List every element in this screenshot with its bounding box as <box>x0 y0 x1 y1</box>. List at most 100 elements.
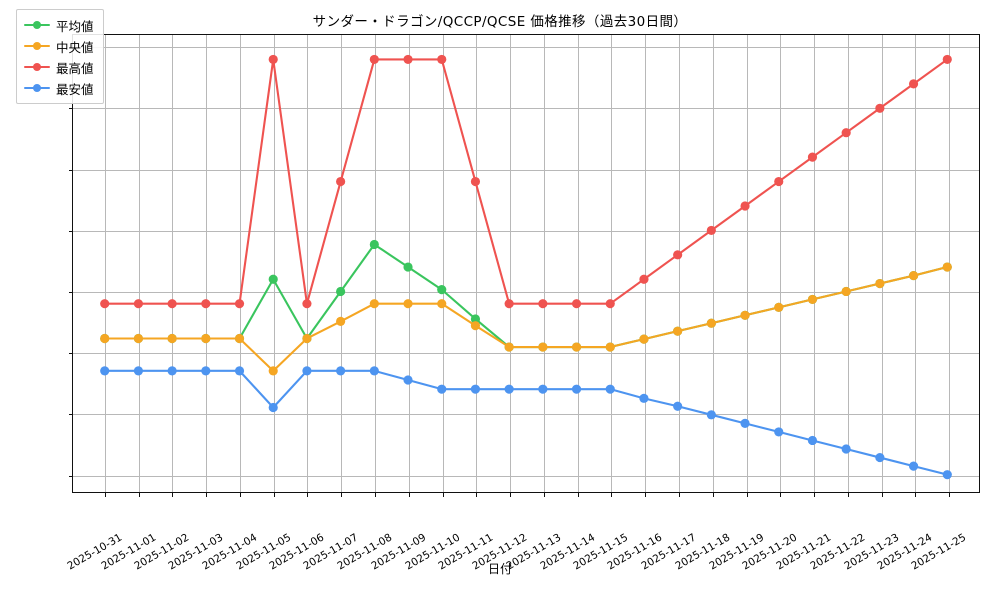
y-axis-tick-mark <box>68 475 73 477</box>
gridline-vertical <box>780 35 782 492</box>
data-point-marker <box>942 262 952 272</box>
x-axis-tick-mark <box>678 492 680 497</box>
gridline-vertical <box>881 35 883 492</box>
gridline-vertical <box>814 35 816 492</box>
gridline-horizontal <box>73 47 979 49</box>
data-point-marker <box>167 333 177 344</box>
gridline-vertical <box>543 35 545 492</box>
legend-item-label: 平均値 <box>56 18 94 34</box>
gridline-horizontal <box>73 230 979 232</box>
x-axis-tick-mark <box>746 492 748 497</box>
legend-swatch-icon <box>24 82 50 94</box>
data-point-marker <box>470 176 481 187</box>
gridline-vertical <box>104 35 106 492</box>
legend-item-label: 中央値 <box>56 39 94 55</box>
gridline-horizontal <box>73 475 979 477</box>
data-point-marker <box>875 103 885 113</box>
data-point-marker <box>807 152 818 162</box>
legend-swatch-icon <box>24 19 50 31</box>
x-axis-tick-mark <box>543 492 545 497</box>
y-axis-tick-mark <box>68 230 73 232</box>
series-4 <box>100 366 952 480</box>
gridline-vertical <box>172 35 174 492</box>
data-point-marker <box>740 418 750 428</box>
data-point-marker <box>807 294 818 305</box>
data-point-marker <box>504 384 514 394</box>
series-2 <box>100 262 952 376</box>
data-point-marker <box>538 384 548 394</box>
plot-area: 8009001000110012001300140015002025-10-31… <box>65 34 980 572</box>
legend-item-2[interactable]: 中央値 <box>24 36 94 56</box>
data-point-marker <box>302 299 312 309</box>
gridline-vertical <box>678 35 680 492</box>
y-axis-tick-mark <box>68 414 73 416</box>
data-point-marker <box>639 334 649 344</box>
data-point-marker <box>908 461 919 471</box>
data-point-marker <box>336 316 346 326</box>
data-point-marker <box>437 299 447 309</box>
data-point-marker <box>201 366 211 376</box>
data-point-marker <box>167 299 177 309</box>
gridline-vertical <box>915 35 917 492</box>
data-point-marker <box>302 366 312 376</box>
legend-item-1[interactable]: 平均値 <box>24 15 94 35</box>
data-point-marker <box>605 342 615 352</box>
data-point-marker <box>403 299 413 309</box>
data-point-marker <box>470 314 481 324</box>
legend-item-4[interactable]: 最安値 <box>24 78 94 98</box>
legend-item-3[interactable]: 最高値 <box>24 57 94 77</box>
x-axis-tick-mark <box>375 492 376 497</box>
data-point-marker <box>740 310 750 320</box>
y-axis-tick-mark <box>68 108 73 110</box>
data-point-marker <box>942 470 952 480</box>
legend-swatch-icon <box>24 40 50 52</box>
data-point-marker <box>369 299 379 309</box>
data-point-marker <box>403 262 413 272</box>
chart-legend: 平均値中央値最高値 最安値 <box>16 9 104 104</box>
x-axis-tick-mark <box>847 492 849 497</box>
gridline-horizontal <box>73 414 979 416</box>
x-axis-tick-mark <box>239 492 241 497</box>
data-point-marker <box>538 342 548 352</box>
data-point-marker <box>841 128 851 138</box>
series-line <box>103 58 949 305</box>
x-axis-tick-mark <box>206 492 208 497</box>
series-lines <box>100 54 952 480</box>
data-point-marker <box>336 176 346 187</box>
gridline-vertical <box>645 35 647 492</box>
x-axis-tick-mark <box>138 492 140 497</box>
series-line <box>103 265 949 372</box>
x-axis-tick-mark <box>476 492 478 497</box>
data-point-marker <box>437 384 447 394</box>
data-point-marker <box>268 402 278 413</box>
data-point-marker <box>201 333 211 344</box>
data-point-marker <box>875 278 885 289</box>
gridline-vertical <box>510 35 512 492</box>
data-point-marker <box>571 342 582 352</box>
data-point-marker <box>908 271 919 281</box>
data-point-marker <box>571 384 582 394</box>
data-point-marker <box>504 342 514 352</box>
x-axis-tick-mark <box>645 492 647 497</box>
gridline-vertical <box>577 35 579 492</box>
data-point-marker <box>100 333 110 344</box>
gridline-vertical <box>476 35 478 492</box>
data-point-marker <box>369 54 379 65</box>
data-point-marker <box>369 366 379 376</box>
gridline-horizontal <box>73 353 979 355</box>
data-point-marker <box>234 366 245 376</box>
x-axis-tick-mark <box>341 492 343 497</box>
gridline-vertical <box>138 35 140 492</box>
gridline-vertical <box>746 35 748 492</box>
data-point-marker <box>673 250 683 260</box>
data-point-marker <box>133 333 144 344</box>
chart-title: サンダー・ドラゴン/QCCP/QCSE 価格推移（過去30日間） <box>312 14 688 30</box>
data-point-marker <box>470 384 481 394</box>
data-point-marker <box>268 54 278 65</box>
data-point-marker <box>673 401 683 411</box>
data-point-marker <box>133 366 144 376</box>
data-point-marker <box>504 299 514 309</box>
gridline-vertical <box>341 35 343 492</box>
x-axis-tick-mark <box>408 492 410 497</box>
gridline-horizontal <box>73 169 979 171</box>
